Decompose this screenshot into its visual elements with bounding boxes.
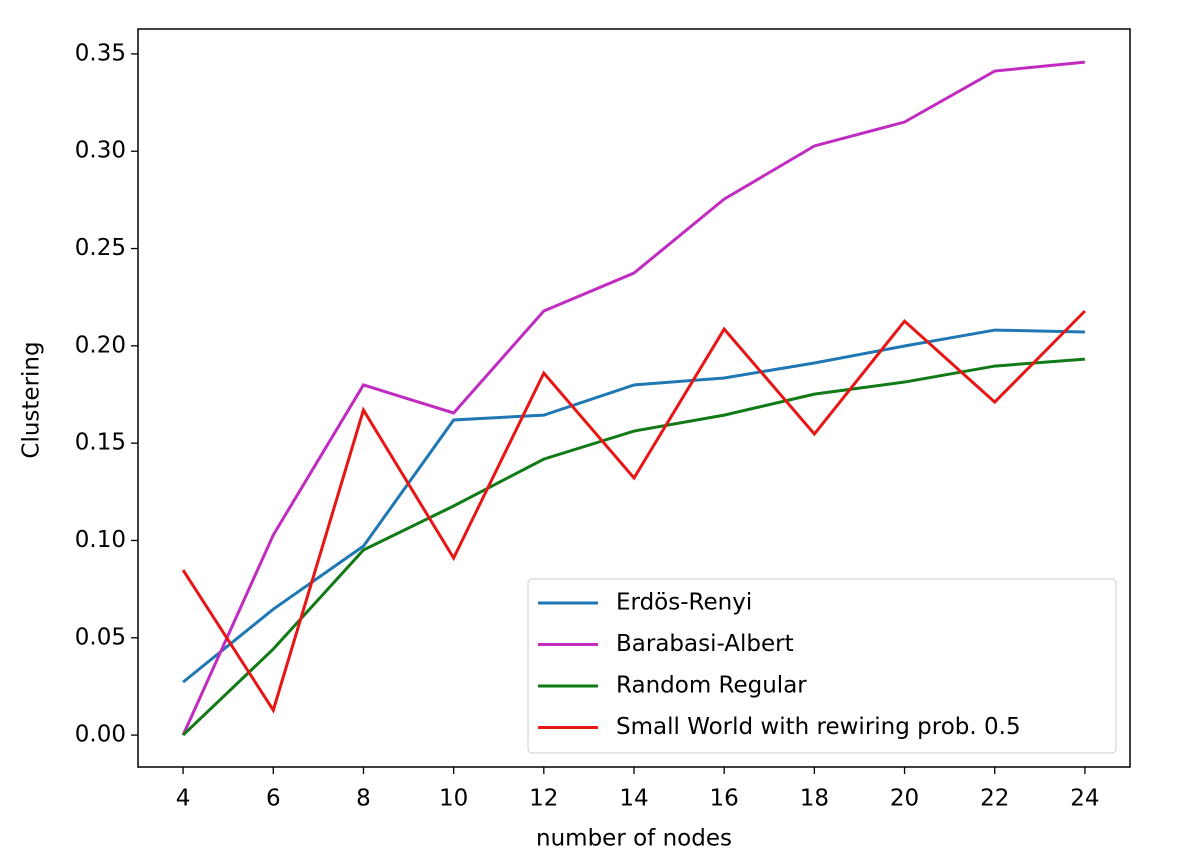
x-tick-label: 6 [266, 786, 281, 812]
y-tick-label: 0.35 [75, 40, 126, 66]
series-line [182, 357, 1086, 737]
x-axis-label: number of nodes [536, 826, 732, 852]
legend-label: Random Regular [616, 673, 807, 699]
legend: Erdös-Renyi Barabasi-Albert Random Regular… [527, 578, 1117, 754]
series-line [182, 328, 1085, 684]
x-tick-label: 14 [619, 786, 648, 812]
y-tick-label: 0.05 [75, 624, 126, 650]
y-tick-label: 0.10 [75, 527, 126, 553]
x-tick-label: 8 [356, 786, 371, 812]
legend-label: Erdös-Renyi [616, 590, 752, 616]
x-tick-label: 24 [1070, 786, 1099, 812]
x-tick-label: 10 [439, 786, 468, 812]
series-line [181, 60, 1086, 736]
legend-frame [527, 578, 1117, 754]
x-tick-label: 4 [176, 786, 191, 812]
x-tick-label: 12 [529, 786, 558, 812]
legend-label: Small World with rewiring prob. 0.5 [616, 714, 1021, 740]
x-tick-label: 22 [980, 786, 1009, 812]
series-line [181, 309, 1086, 714]
legend-label: Barabasi-Albert [616, 631, 794, 657]
y-tick-label: 0.20 [75, 332, 126, 358]
y-tick-label: 0.00 [75, 722, 126, 748]
x-tick-label: 18 [800, 786, 829, 812]
y-tick-label: 0.30 [75, 138, 126, 164]
y-tick-label: 0.25 [75, 235, 126, 261]
y-tick-label: 0.15 [75, 430, 126, 456]
x-tick-label: 20 [890, 786, 919, 812]
plot-frame [137, 28, 1131, 768]
y-axis-label: Clustering [19, 341, 45, 458]
x-tick-label: 16 [710, 786, 739, 812]
